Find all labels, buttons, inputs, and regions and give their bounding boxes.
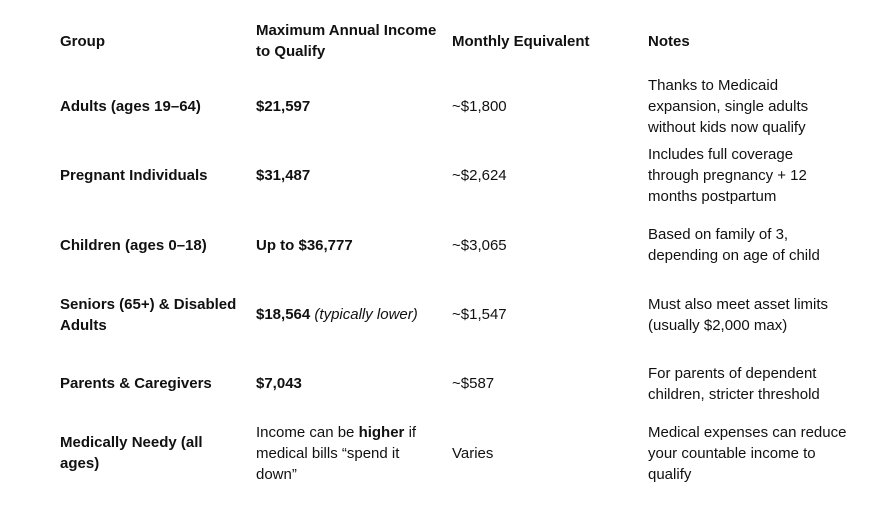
table-cell: $21,597 bbox=[256, 98, 311, 116]
table-cell: For parents of dependent children, stric… bbox=[648, 364, 820, 403]
header-cell: Maximum Annual Income to Qualify bbox=[256, 22, 437, 60]
table-cell: Seniors (65+) & Disabled Adults bbox=[60, 295, 237, 334]
table-cell: ~$587 bbox=[452, 375, 495, 393]
table-cell: Varies bbox=[452, 444, 494, 462]
table-row: Adults (ages 19–64) $21,597 ~$1,800 Thanks … bbox=[54, 72, 854, 141]
header-cell: Monthly Equivalent bbox=[452, 32, 590, 50]
table-row: Medically Needy (all ages) Income can be … bbox=[54, 418, 854, 487]
table-cell: Adults (ages 19–64) bbox=[60, 98, 201, 116]
table-cell: Income can be higher if medical bills “s… bbox=[250, 418, 446, 487]
table-cell: $18,564 (typically lower) bbox=[250, 280, 446, 349]
table-row: Parents & Caregivers $7,043 ~$587 For paren… bbox=[54, 349, 854, 418]
table-cell: ~$3,065 bbox=[452, 236, 507, 254]
text-run: Income can be bbox=[256, 423, 359, 441]
table-cell: Children (ages 0–18) bbox=[60, 236, 207, 254]
table-cell: ~$1,800 bbox=[452, 98, 507, 116]
text-run: if medical bills “spend it down” bbox=[256, 423, 417, 483]
table-row: Seniors (65+) & Disabled Adults $18,564 (… bbox=[54, 280, 854, 349]
table-cell: Thanks to Medicaid expansion, single adu… bbox=[648, 77, 809, 137]
table-row: Pregnant Individuals $31,487 ~$2,624 Includ… bbox=[54, 141, 854, 210]
table-cell: $31,487 bbox=[256, 167, 311, 185]
table-cell: ~$1,547 bbox=[452, 306, 507, 324]
header-cell: Group bbox=[60, 32, 105, 50]
table-cell: Medical expenses can reduce your countab… bbox=[648, 423, 847, 483]
table-cell: Must also meet asset limits (usually $2,… bbox=[648, 295, 829, 334]
table-row: Children (ages 0–18) Up to $36,777 ~$3,065… bbox=[54, 211, 854, 280]
table-cell: Pregnant Individuals bbox=[60, 167, 208, 185]
amount: $18,564 bbox=[256, 306, 311, 324]
table-cell: Includes full coverage through pregnancy… bbox=[648, 146, 807, 206]
table-cell: Based on family of 3, depending on age o… bbox=[648, 226, 820, 265]
emphasis: higher bbox=[358, 423, 405, 441]
eligibility-table: Group Maximum Annual Income to Qualify Mon… bbox=[54, 10, 854, 488]
table-cell: Parents & Caregivers bbox=[60, 375, 212, 393]
qualifier: (typically lower) bbox=[314, 306, 418, 324]
header-cell: Notes bbox=[648, 32, 690, 50]
header-row: Group Maximum Annual Income to Qualify Mon… bbox=[54, 10, 854, 72]
table-cell: Medically Needy (all ages) bbox=[60, 434, 203, 473]
table-cell: Up to $36,777 bbox=[256, 236, 353, 254]
table-cell: $7,043 bbox=[256, 375, 302, 393]
table-cell: ~$2,624 bbox=[452, 167, 507, 185]
